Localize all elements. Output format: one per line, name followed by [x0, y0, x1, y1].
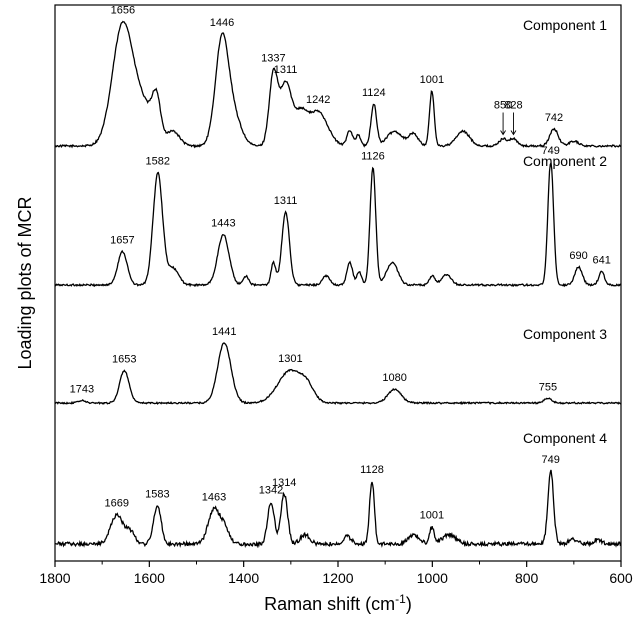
component-label-2: Component 2: [523, 153, 607, 169]
plot-frame: [54, 4, 622, 562]
peak-label-1-1001: 1001: [420, 74, 444, 86]
peak-arrow-head-828: [510, 130, 517, 136]
x-tick-label-1200: 1200: [322, 570, 353, 586]
peak-label-1-828: 828: [504, 100, 522, 112]
component-label-3: Component 3: [523, 326, 607, 342]
peak-label-1-850: 850: [494, 100, 512, 112]
peak-label-2-1657: 1657: [110, 234, 134, 246]
peak-label-4-1314: 1314: [272, 477, 296, 489]
peak-label-4-749: 749: [542, 454, 560, 466]
peak-label-1-1124: 1124: [362, 87, 386, 99]
peak-label-2-1311: 1311: [274, 195, 298, 207]
peak-label-3-1080: 1080: [382, 372, 406, 384]
peak-label-1-1656: 1656: [111, 5, 135, 17]
peak-label-1-1446: 1446: [210, 17, 234, 29]
component-label-1: Component 1: [523, 17, 607, 33]
peak-label-2-1443: 1443: [211, 218, 235, 230]
spectrum-line-1: [54, 20, 622, 149]
x-tick-label-1000: 1000: [417, 570, 448, 586]
peak-label-3-1653: 1653: [112, 354, 136, 366]
x-tick-label-600: 600: [609, 570, 633, 586]
peak-label-3-1301: 1301: [278, 353, 302, 365]
y-axis-label: Loading plots of MCR: [15, 196, 35, 369]
peak-label-3-755: 755: [539, 381, 557, 393]
peak-label-2-1582: 1582: [146, 156, 170, 168]
x-axis-ticks: 1800 1600 1400 1200 1000 800 600: [39, 561, 633, 586]
spectra-group: [54, 20, 622, 549]
peak-label-1-1311: 1311: [274, 64, 298, 76]
spectrum-line-3: [54, 342, 622, 406]
peak-label-4-1128: 1128: [360, 464, 384, 476]
peak-label-4-1669: 1669: [105, 498, 129, 510]
peak-label-1-1242: 1242: [306, 94, 330, 106]
spectrum-line-4: [54, 469, 622, 549]
peak-label-2-641: 641: [593, 255, 611, 267]
peak-label-4-1342: 1342: [259, 485, 283, 497]
x-tick-label-1400: 1400: [228, 570, 259, 586]
peak-label-4-1463: 1463: [202, 491, 226, 503]
x-tick-label-1600: 1600: [134, 570, 165, 586]
peak-label-3-1441: 1441: [212, 326, 236, 338]
peak-arrow-head-850: [500, 130, 506, 136]
annotations-group: Component 116561446133713111242112410018…: [70, 5, 611, 522]
peak-label-4-1583: 1583: [145, 489, 169, 501]
spectrum-line-2: [54, 161, 622, 288]
x-tick-label-800: 800: [515, 570, 539, 586]
peak-label-1-742: 742: [545, 112, 563, 124]
peak-label-1-1337: 1337: [261, 52, 285, 64]
peak-label-2-749: 749: [542, 145, 560, 157]
x-axis-label: Raman shift (cm-1): [264, 592, 412, 614]
peak-label-2-1126: 1126: [361, 150, 385, 162]
component-label-4: Component 4: [523, 430, 607, 446]
x-tick-label-1800: 1800: [39, 570, 70, 586]
peak-label-4-1001: 1001: [420, 510, 444, 522]
peak-label-2-690: 690: [569, 250, 587, 262]
peak-label-3-1743: 1743: [70, 384, 94, 396]
